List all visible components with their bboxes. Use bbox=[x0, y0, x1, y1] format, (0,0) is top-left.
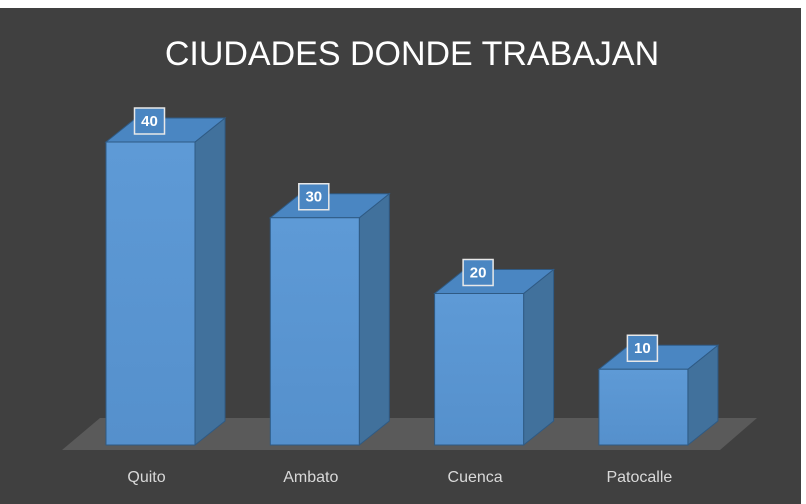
data-label: 20 bbox=[470, 264, 487, 281]
data-label-box bbox=[298, 183, 330, 211]
x-tick-label: Patocalle bbox=[606, 469, 672, 486]
x-tick-label: Ambato bbox=[283, 469, 338, 486]
x-tick-label: Cuenca bbox=[448, 469, 503, 486]
data-label-box bbox=[462, 258, 494, 287]
bar-side bbox=[194, 116, 226, 447]
data-label-box bbox=[626, 334, 659, 362]
x-tick-label: Quito bbox=[127, 469, 165, 486]
bar bbox=[105, 141, 196, 446]
bar-side bbox=[358, 192, 390, 447]
data-label: 30 bbox=[305, 189, 322, 206]
data-label: 40 bbox=[141, 113, 158, 130]
data-label-box bbox=[133, 107, 166, 135]
bar-side bbox=[523, 268, 555, 447]
bar bbox=[598, 368, 689, 446]
floor bbox=[62, 418, 757, 450]
data-label: 10 bbox=[634, 340, 651, 357]
bar bbox=[434, 293, 525, 446]
bar bbox=[269, 217, 360, 446]
chart-title: CIUDADES DONDE TRABAJAN bbox=[165, 35, 659, 73]
